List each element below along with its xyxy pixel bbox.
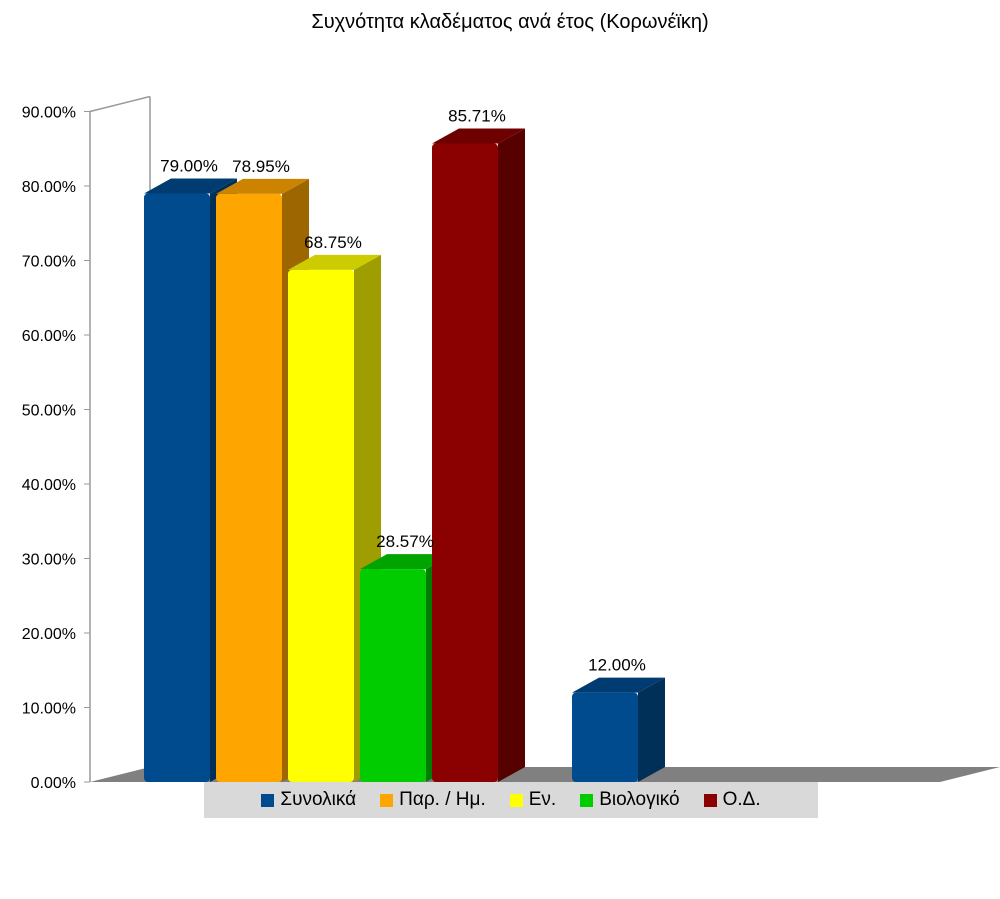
legend-label: Εν.: [528, 789, 557, 810]
data-label: 68.75%: [304, 233, 362, 252]
legend-label: Βιολογικό: [599, 789, 680, 810]
y-tick-label: 70.00%: [22, 254, 76, 271]
legend-item: Βιολογικό: [580, 789, 680, 811]
legend-swatch: [380, 793, 394, 807]
y-tick-label: 90.00%: [22, 105, 76, 122]
y-axis: 0.00% 10.00% 20.00% 30.00% 40.00% 50.00% 60.00…: [22, 105, 91, 792]
data-label: 28.57%: [376, 532, 434, 551]
bar-1-2: [572, 677, 665, 782]
legend: Συνολικά Παρ. / Ημ. Εν. Βιολογικό Ο.Δ.: [204, 782, 818, 818]
bar-top: [572, 677, 665, 693]
y-tick-label: 30.00%: [22, 552, 76, 569]
data-label: 12.00%: [588, 656, 646, 675]
y-tick-label: 60.00%: [22, 328, 76, 345]
legend-item: Ο.Δ.: [703, 789, 761, 811]
y-tick-label: 10.00%: [22, 701, 76, 718]
bars: [144, 128, 665, 782]
y-tick-label: 0.00%: [31, 775, 76, 792]
bar-front: [144, 193, 210, 782]
y-tick-label: 20.00%: [22, 626, 76, 643]
legend-item: Συνολικά: [261, 789, 356, 811]
legend-label: Ο.Δ.: [722, 789, 761, 810]
legend-swatch: [509, 793, 523, 807]
y-tick-label: 80.00%: [22, 179, 76, 196]
data-label: 85.71%: [448, 106, 506, 125]
legend-swatch: [703, 793, 717, 807]
y-tick-label: 40.00%: [22, 477, 76, 494]
legend-item: Εν.: [509, 789, 557, 811]
bar-front: [572, 692, 638, 782]
y-tick-label: 50.00%: [22, 403, 76, 420]
bar-top: [144, 178, 237, 194]
bar-top: [288, 254, 381, 270]
bar-front: [360, 569, 426, 782]
legend-swatch: [261, 793, 275, 807]
legend-label: Συνολικά: [280, 789, 357, 810]
data-label: 79.00%: [160, 156, 218, 175]
bar-top: [360, 554, 453, 570]
bar-front: [432, 143, 498, 782]
bar-5-1: [432, 128, 525, 782]
bar-side: [498, 128, 525, 782]
bar-side: [638, 677, 665, 782]
bar-front: [288, 269, 354, 782]
legend-item: Παρ. / Ημ.: [380, 789, 486, 811]
chart-title: Συχνότητα κλαδέματος ανά έτος (Κορωνέϊκη…: [311, 11, 708, 33]
bar-top: [216, 178, 309, 194]
legend-swatch: [580, 793, 594, 807]
data-label: 78.95%: [232, 157, 290, 176]
data-labels: 79.00% 78.95% 68.75% 28.57% 85.71% 12.00%: [160, 106, 646, 674]
wall-top-edge: [89, 95, 151, 113]
bar-top: [432, 128, 525, 144]
bar-front: [216, 193, 282, 782]
legend-label: Παρ. / Ημ.: [399, 789, 486, 810]
